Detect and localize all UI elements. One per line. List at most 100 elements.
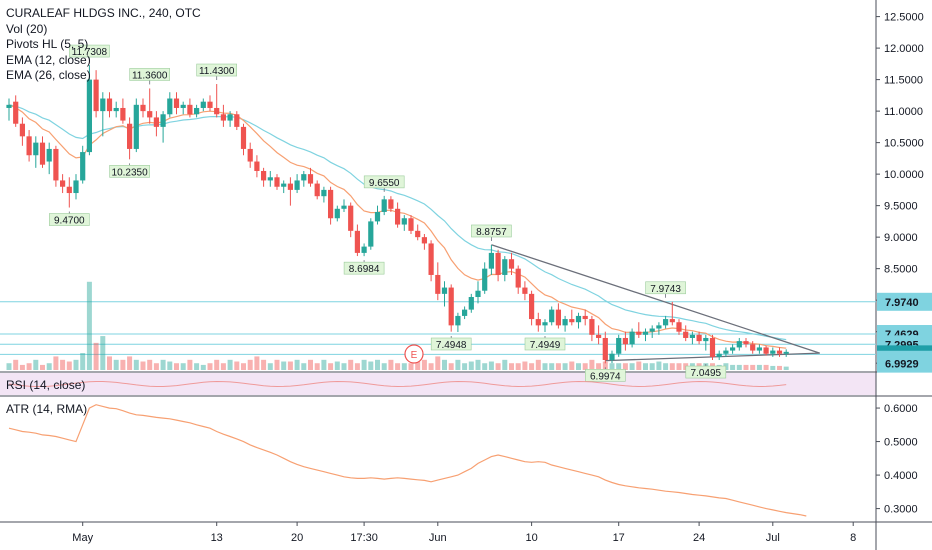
- volume-bar: [308, 359, 313, 370]
- volume-bar: [582, 363, 588, 370]
- volume-bar: [743, 364, 749, 370]
- pivot-label-box: [129, 68, 170, 81]
- volume-bar: [194, 363, 200, 370]
- candle-body: [33, 142, 39, 156]
- candle-body: [596, 334, 602, 338]
- volume-bar: [750, 364, 756, 370]
- candle-body: [274, 177, 280, 187]
- legend-ema12[interactable]: EMA (12, close): [6, 52, 91, 67]
- candle-body: [173, 98, 180, 108]
- candle-body: [642, 331, 649, 335]
- volume-bar: [86, 281, 92, 370]
- volume-bar: [596, 363, 602, 370]
- pivot-label-box: [645, 281, 686, 295]
- volume-bar: [127, 356, 133, 370]
- price-tag-text: 6.9929: [885, 359, 919, 371]
- pivot-label-text: 10.2350: [112, 167, 149, 178]
- candle-body: [455, 315, 461, 326]
- price-tick-label: 9.5000: [884, 201, 918, 213]
- candle-body: [696, 334, 702, 342]
- candle-body: [341, 205, 347, 209]
- rsi-title[interactable]: RSI (14, close): [6, 378, 86, 392]
- candle-body: [234, 114, 240, 127]
- candle-body: [482, 268, 488, 291]
- candle-body: [508, 259, 515, 269]
- volume-bar: [515, 363, 521, 370]
- candle-body: [254, 161, 260, 171]
- volume-bar: [341, 363, 347, 370]
- candle-body: [783, 351, 789, 354]
- time-tick-label: 10: [525, 532, 537, 544]
- candle-body: [401, 218, 407, 225]
- volume-bar: [488, 361, 494, 370]
- candle-body: [200, 101, 206, 108]
- candle-body: [736, 341, 742, 348]
- candle-body: [66, 186, 72, 194]
- candle-body: [133, 104, 139, 149]
- candle-body: [395, 208, 401, 225]
- candle-body: [656, 325, 662, 329]
- volume-bar: [401, 363, 407, 370]
- candle-body: [328, 189, 334, 219]
- volume-bar: [294, 359, 300, 370]
- volume-bar: [321, 359, 327, 370]
- candle-body: [80, 152, 86, 181]
- candle-body: [582, 315, 588, 320]
- volume-bar: [348, 359, 354, 370]
- candle-body: [669, 319, 675, 323]
- candle-body: [153, 117, 159, 127]
- volume-bar: [261, 359, 267, 370]
- pivot-label-box: [584, 369, 626, 382]
- volume-bar: [6, 363, 12, 370]
- volume-bar: [100, 336, 106, 370]
- atr-tick-label: 0.3000: [884, 504, 918, 516]
- volume-bar: [46, 363, 52, 370]
- pivot-label-box: [109, 165, 150, 178]
- candle-body: [334, 208, 340, 219]
- candle-body: [743, 341, 749, 345]
- volume-bar: [174, 363, 179, 370]
- candle-body: [602, 337, 608, 361]
- candle-body: [421, 237, 427, 244]
- volume-bar: [13, 359, 19, 370]
- candle-body: [388, 199, 394, 209]
- candle-body: [227, 114, 233, 121]
- candle-body: [663, 319, 669, 326]
- volume-bar: [616, 363, 622, 370]
- pivot-label-box: [343, 261, 385, 275]
- volume-bar: [535, 359, 541, 370]
- candle-body: [93, 79, 99, 112]
- legend-ema26[interactable]: EMA (26, close): [6, 68, 91, 83]
- volume-bar: [354, 363, 360, 370]
- legend-pivots[interactable]: Pivots HL (5, 5): [6, 37, 89, 52]
- volume-bar: [234, 361, 240, 370]
- rsi-pane-band: [0, 373, 876, 395]
- atr-title[interactable]: ATR (14, RMA): [6, 402, 88, 416]
- candle-body: [180, 104, 186, 108]
- volume-bar: [395, 363, 401, 370]
- volume-bar: [214, 359, 220, 370]
- volume-bar: [60, 359, 66, 370]
- volume-bar: [783, 366, 789, 370]
- price-tick-label: 12.5000: [884, 12, 924, 24]
- chart-legend: CURALEAF HLDGS INC., 240, OTC Vol (20) P…: [6, 6, 201, 84]
- legend-vol[interactable]: Vol (20): [6, 21, 48, 36]
- candle-body: [220, 114, 226, 121]
- pivot-label-box: [69, 44, 110, 58]
- volume-bar: [147, 359, 153, 370]
- candle-body: [763, 347, 769, 354]
- volume-bar: [643, 363, 648, 370]
- pivot-label-text: 7.4948: [436, 340, 467, 351]
- candle-body: [575, 315, 582, 323]
- pivot-label-box: [196, 63, 237, 77]
- volume-bar: [669, 363, 675, 370]
- volume-bar: [287, 361, 293, 370]
- candle-body: [281, 183, 287, 187]
- volume-bar: [301, 363, 307, 370]
- pivot-label-text: 7.0495: [691, 368, 722, 379]
- volume-bar: [153, 363, 159, 370]
- volume-bar: [763, 364, 769, 370]
- pivot-label-box: [48, 213, 90, 226]
- volume-bar: [66, 361, 72, 370]
- volume-bar: [529, 363, 535, 370]
